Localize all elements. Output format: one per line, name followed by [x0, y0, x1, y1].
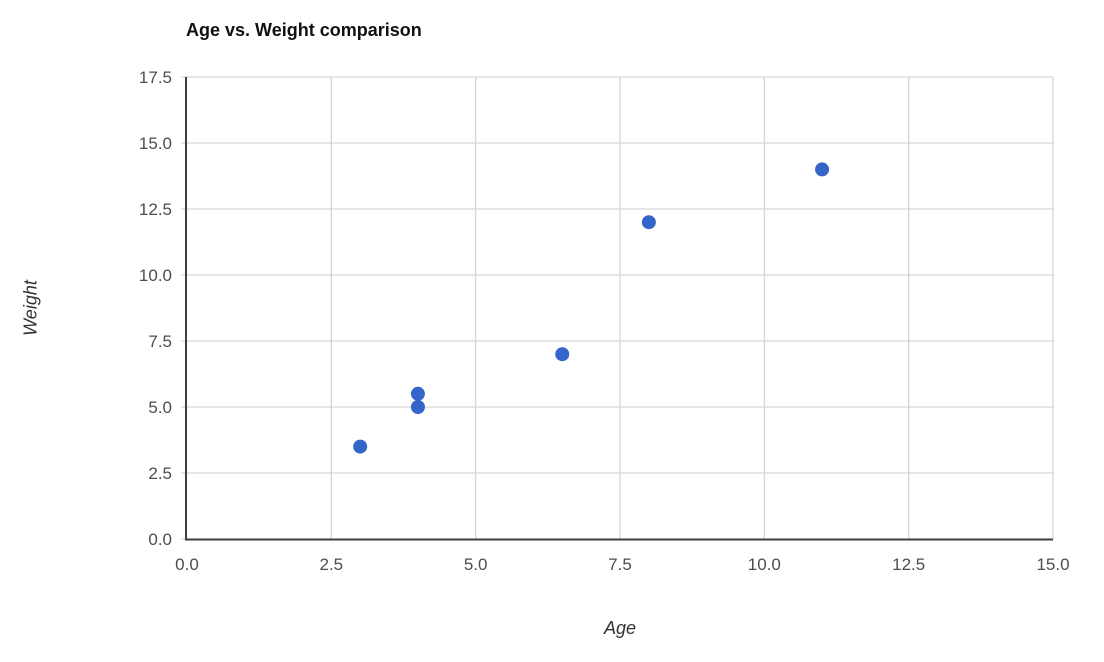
x-tick-label: 10.0 [748, 555, 781, 574]
data-point [555, 347, 570, 362]
data-point [410, 400, 425, 414]
y-tick-label: 17.5 [139, 68, 172, 87]
x-tick-label: 12.5 [892, 555, 925, 574]
data-point [353, 439, 368, 454]
y-tick-label: 12.5 [139, 200, 172, 219]
x-tick-label: 5.0 [464, 555, 488, 574]
x-axis-title: Age [603, 618, 637, 638]
y-tick-label: 7.5 [148, 332, 172, 351]
data-point [641, 215, 656, 230]
x-tick-label: 2.5 [320, 555, 344, 574]
data-point [815, 162, 830, 177]
y-tick-label: 15.0 [139, 134, 172, 153]
x-tick-label: 7.5 [608, 555, 632, 574]
y-tick-label: 0.0 [148, 530, 172, 549]
chart-title: Age vs. Weight comparison [186, 20, 422, 40]
x-tick-label: 15.0 [1036, 555, 1069, 574]
data-point [410, 386, 425, 401]
y-tick-label: 5.0 [148, 398, 172, 417]
y-tick-label: 2.5 [148, 464, 172, 483]
y-tick-label: 10.0 [139, 266, 172, 285]
y-axis-title: Weight [20, 280, 41, 336]
x-tick-label: 0.0 [175, 555, 199, 574]
